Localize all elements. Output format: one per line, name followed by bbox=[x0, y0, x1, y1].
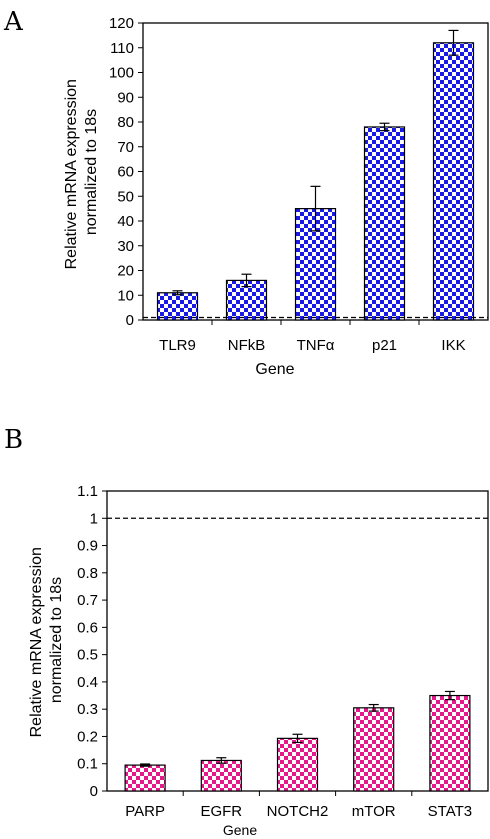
y-axis-ticks-b: 0 0.1 0.2 0.3 0.4 0.5 0.6 0.7 0.8 0.9 1 1.1 bbox=[77, 483, 413, 800]
y-tick-label: 0.3 bbox=[77, 701, 98, 718]
bars-a bbox=[143, 29, 488, 321]
x-category-label: mTOR bbox=[352, 803, 396, 820]
bar bbox=[124, 764, 166, 792]
bar bbox=[353, 707, 395, 792]
y-tick-label: 20 bbox=[117, 263, 134, 280]
bar bbox=[363, 126, 406, 321]
x-category-label: TLR9 bbox=[159, 337, 196, 354]
x-category-label: p21 bbox=[372, 337, 397, 354]
y-tick-label: 0.7 bbox=[77, 592, 98, 609]
y-axis-title-a-line1: Relative mRNA expression bbox=[63, 79, 80, 269]
x-category-label: NFkB bbox=[228, 337, 266, 354]
y-tick-label: 50 bbox=[117, 188, 134, 205]
y-tick-label: 0.9 bbox=[77, 538, 98, 555]
y-tick-label: 0.5 bbox=[77, 647, 98, 664]
y-tick-label: 0.8 bbox=[77, 565, 98, 582]
y-tick-label: 120 bbox=[109, 15, 134, 32]
bar bbox=[276, 737, 319, 792]
panel-label-b: B bbox=[4, 425, 23, 455]
y-tick-label: 0 bbox=[90, 783, 98, 800]
y-tick-label: 70 bbox=[117, 139, 134, 156]
x-category-label: TNFα bbox=[297, 337, 335, 354]
bar bbox=[432, 42, 475, 321]
y-tick-label: 0.6 bbox=[77, 619, 98, 636]
y-tick-label: 10 bbox=[117, 287, 134, 304]
x-axis-categories-a: TLR9 NFkB TNFα p21 IKK bbox=[159, 337, 465, 354]
y-tick-label: 30 bbox=[117, 238, 134, 255]
y-tick-label: 80 bbox=[117, 114, 134, 131]
y-tick-label: 1 bbox=[90, 510, 98, 527]
y-axis-title-b-line1: Relative mRNA expression bbox=[28, 547, 45, 737]
y-tick-label: 0.4 bbox=[77, 674, 98, 691]
y-tick-label: 0.1 bbox=[77, 756, 98, 773]
y-tick-label: 40 bbox=[117, 213, 134, 230]
x-axis-title-a: Gene bbox=[255, 361, 294, 378]
chart-panel-b: B 0 0.1 0.2 0.3 0.4 0.5 0.6 0.7 0.8 0.9 1 1.1 PARP E… bbox=[4, 425, 489, 838]
y-tick-label: 110 bbox=[110, 40, 134, 57]
y-axis-title-a-line2: normalized to 18s bbox=[83, 109, 100, 235]
y-tick-label: 90 bbox=[117, 89, 134, 106]
x-category-label: EGFR bbox=[200, 803, 242, 820]
bar bbox=[156, 292, 199, 321]
bar bbox=[294, 208, 337, 321]
bar bbox=[429, 694, 471, 792]
x-axis-title-b: Gene bbox=[223, 822, 257, 838]
x-category-label: NOTCH2 bbox=[267, 803, 329, 820]
bar bbox=[200, 759, 242, 792]
x-axis-categories-b: PARP EGFR NOTCH2 mTOR STAT3 bbox=[125, 803, 472, 820]
y-tick-label: 0 bbox=[126, 312, 134, 329]
x-category-label: IKK bbox=[441, 337, 465, 354]
y-tick-label: 1.1 bbox=[77, 483, 98, 500]
y-axis-title-b: Relative mRNA expression normalized to 1… bbox=[28, 543, 65, 738]
x-category-label: STAT3 bbox=[428, 803, 472, 820]
panel-label-a: A bbox=[3, 7, 24, 37]
y-tick-label: 0.2 bbox=[77, 728, 98, 745]
y-tick-label: 60 bbox=[117, 164, 134, 181]
y-axis-title-a: Relative mRNA expression normalized to 1… bbox=[63, 75, 100, 270]
y-axis-title-b-line2: normalized to 18s bbox=[48, 577, 65, 703]
y-tick-label: 100 bbox=[109, 65, 134, 82]
y-axis-ticks-a: 0 10 20 30 40 50 60 70 80 90 100 110 120 bbox=[109, 15, 420, 329]
x-category-label: PARP bbox=[125, 803, 165, 820]
bars-b bbox=[107, 517, 488, 792]
